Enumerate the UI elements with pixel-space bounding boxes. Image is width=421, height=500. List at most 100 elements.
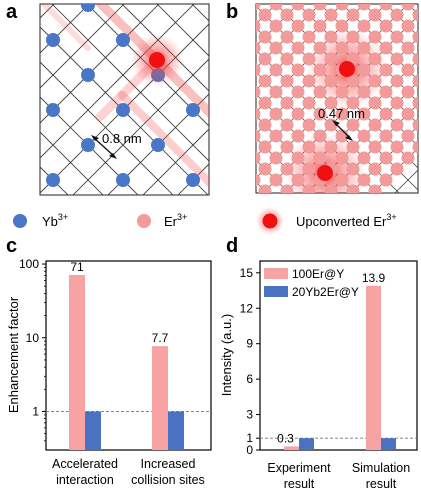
er-ion bbox=[280, 96, 294, 110]
chart-d-legend-swatch-blue bbox=[264, 286, 288, 297]
er-ion bbox=[256, 173, 261, 187]
er-ion bbox=[291, 129, 305, 143]
er-ion bbox=[269, 151, 283, 165]
er-ion bbox=[302, 30, 316, 44]
chart-c-bar-blue-1 bbox=[85, 411, 101, 450]
chart-c-frame bbox=[45, 260, 212, 451]
ion-legend: Yb3+ Er3+ Upconverted Er3+ bbox=[13, 207, 397, 235]
er-ion bbox=[280, 52, 294, 66]
yb-ion bbox=[116, 173, 130, 187]
er-ion bbox=[335, 4, 349, 11]
er-ion bbox=[291, 85, 305, 99]
chart-c-ytick-label: 100 bbox=[19, 257, 39, 271]
chart-d-bar-label-1: 0.3 bbox=[277, 431, 294, 445]
er-ion bbox=[280, 140, 294, 154]
er-ion bbox=[357, 4, 371, 11]
er-ion bbox=[256, 4, 261, 11]
er-ion bbox=[357, 173, 371, 187]
er-ion bbox=[390, 96, 404, 110]
legend-er-dot bbox=[137, 214, 151, 228]
er-ion bbox=[269, 107, 283, 121]
er-ion bbox=[302, 8, 316, 22]
er-ion bbox=[324, 184, 338, 193]
er-ion bbox=[269, 63, 283, 77]
er-ion bbox=[368, 52, 382, 66]
er-ion bbox=[313, 63, 327, 77]
er-ion bbox=[401, 107, 415, 121]
upconverted-er-ion bbox=[317, 165, 333, 181]
panel-label-c: c bbox=[6, 235, 17, 257]
er-ion bbox=[379, 129, 393, 143]
er-ion bbox=[379, 151, 393, 165]
er-ion bbox=[269, 19, 283, 33]
distance-annotation-b: 0.47 nm bbox=[318, 106, 365, 141]
legend-yb-dot bbox=[13, 214, 27, 228]
upconverted-er-ion bbox=[339, 61, 355, 77]
chart-c-bar-label-2: 7.7 bbox=[152, 331, 169, 345]
panel-label-b: b bbox=[226, 1, 238, 23]
er-ion bbox=[324, 52, 338, 66]
er-ion bbox=[401, 85, 415, 99]
panel-label-d: d bbox=[226, 235, 238, 257]
energy-migration-path bbox=[118, 91, 209, 188]
chart-d-ytick-label: 6 bbox=[246, 372, 253, 386]
er-ion bbox=[368, 184, 382, 193]
er-ion bbox=[302, 140, 316, 154]
er-ion bbox=[335, 129, 349, 143]
er-ion bbox=[335, 41, 349, 55]
er-ion bbox=[280, 30, 294, 44]
distance-arrow-a bbox=[93, 137, 115, 157]
er-ion bbox=[390, 8, 404, 22]
er-ion bbox=[280, 8, 294, 22]
er-ion bbox=[313, 41, 327, 55]
er-ion bbox=[280, 184, 294, 193]
er-ion bbox=[324, 74, 338, 88]
er-ion bbox=[358, 196, 371, 209]
er-ion bbox=[357, 151, 371, 165]
er-ion bbox=[390, 118, 404, 132]
er-ion bbox=[269, 41, 283, 55]
er-ion bbox=[256, 107, 261, 121]
yb-ion bbox=[81, 68, 95, 82]
er-ion bbox=[390, 30, 404, 44]
er-ion bbox=[379, 41, 393, 55]
arrow-head-b2 bbox=[345, 135, 353, 141]
er-ion bbox=[346, 184, 360, 193]
yb-ion bbox=[116, 103, 130, 117]
er-ion bbox=[346, 162, 360, 176]
er-ion bbox=[313, 4, 327, 11]
chart-d-ytick-label: 3 bbox=[246, 408, 253, 422]
er-ion bbox=[313, 107, 327, 121]
er-ion bbox=[412, 96, 418, 110]
er-ion bbox=[412, 140, 418, 154]
chart-d-ylabel: Intensity (a.u.) bbox=[219, 314, 234, 396]
er-ion bbox=[256, 19, 261, 33]
er-ion bbox=[379, 85, 393, 99]
chart-d-category-1: Experiment bbox=[267, 461, 331, 475]
yb-ion bbox=[46, 173, 60, 187]
er-ion bbox=[357, 85, 371, 99]
er-ion bbox=[280, 162, 294, 176]
chart-d-bar-blue-1 bbox=[299, 438, 314, 450]
er-ion bbox=[357, 19, 371, 33]
er-ion bbox=[291, 19, 305, 33]
yb-ion bbox=[81, 4, 95, 12]
er-ion bbox=[280, 118, 294, 132]
lattice-line bbox=[40, 4, 160, 124]
chart-c-bar-pink-2 bbox=[152, 346, 168, 450]
chart-d-bar-pink-2 bbox=[366, 285, 381, 450]
legend-yb-label: Yb3+ bbox=[42, 212, 68, 229]
er-ion bbox=[401, 151, 415, 165]
er-ion bbox=[291, 173, 305, 187]
yb-ion bbox=[81, 138, 95, 152]
er-ion bbox=[314, 196, 327, 209]
er-ion bbox=[401, 63, 415, 77]
er-ion bbox=[379, 19, 393, 33]
er-ion bbox=[324, 30, 338, 44]
er-ion bbox=[401, 19, 415, 33]
chart-d-bar-label-2: 13.9 bbox=[362, 271, 386, 285]
er-ion bbox=[346, 8, 360, 22]
chart-d-category-2: Simulation bbox=[352, 461, 410, 475]
chart-d-ytick-label: 9 bbox=[246, 337, 253, 351]
chart-d-ytick-label: 1 bbox=[246, 431, 253, 445]
